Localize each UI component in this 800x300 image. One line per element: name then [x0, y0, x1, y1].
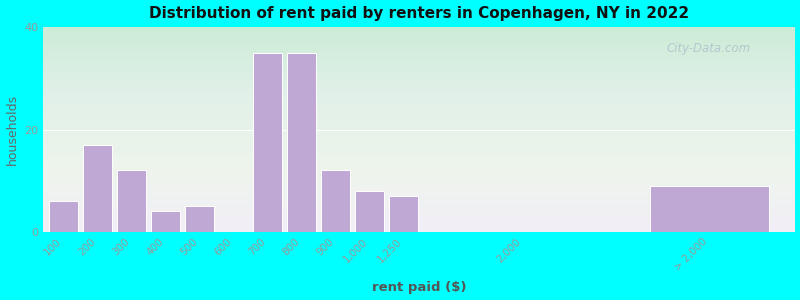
Bar — [650, 186, 769, 232]
Bar — [355, 191, 384, 232]
Y-axis label: households: households — [6, 94, 18, 165]
Bar — [389, 196, 418, 232]
Bar — [49, 201, 78, 232]
Bar — [253, 53, 282, 232]
Bar — [321, 170, 350, 232]
Bar — [83, 145, 112, 232]
Bar — [151, 212, 180, 232]
Bar — [185, 206, 214, 232]
X-axis label: rent paid ($): rent paid ($) — [371, 281, 466, 294]
Title: Distribution of rent paid by renters in Copenhagen, NY in 2022: Distribution of rent paid by renters in … — [149, 6, 689, 21]
Bar — [287, 53, 316, 232]
Text: City-Data.com: City-Data.com — [666, 42, 751, 55]
Bar — [117, 170, 146, 232]
